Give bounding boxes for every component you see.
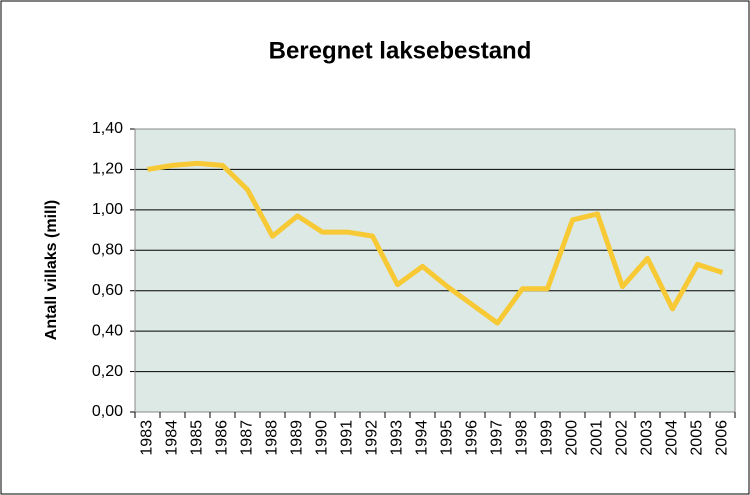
x-tick-label: 2001 (589, 420, 606, 456)
x-tick-label: 1993 (389, 420, 406, 456)
y-tick-label: 0,00 (92, 403, 123, 420)
x-tick-label: 1996 (464, 420, 481, 456)
x-tick-label: 1985 (189, 420, 206, 456)
y-tick-label: 1,00 (92, 201, 123, 218)
y-tick-label: 0,20 (92, 363, 123, 380)
x-tick-label: 1995 (439, 420, 456, 456)
y-axis-label: Antall villaks (mill) (43, 200, 60, 340)
x-tick-label: 2005 (689, 420, 706, 456)
x-tick-label: 1986 (214, 420, 231, 456)
x-tick-label: 2002 (614, 420, 631, 456)
x-tick-label: 1990 (314, 420, 331, 456)
x-tick-label: 1991 (339, 420, 356, 456)
plot-area (135, 129, 735, 412)
x-tick-label: 1999 (539, 420, 556, 456)
x-tick-label: 1984 (164, 420, 181, 456)
x-tick-label: 2004 (664, 420, 681, 456)
x-tick-label: 1987 (239, 420, 256, 456)
y-tick-label: 1,20 (92, 161, 123, 178)
x-tick-label: 1992 (364, 420, 381, 456)
x-tick-label: 2000 (564, 420, 581, 456)
x-tick-label: 1998 (514, 420, 531, 456)
x-tick-label: 2006 (714, 420, 731, 456)
x-tick-label: 1994 (414, 420, 431, 456)
data-line (147, 160, 724, 326)
y-tick-label: 0,80 (92, 242, 123, 259)
x-tick-label: 1997 (489, 420, 506, 456)
chart-title: Beregnet laksebestand (269, 37, 532, 64)
y-tick-label: 0,40 (92, 322, 123, 339)
x-tick-label: 2003 (639, 420, 656, 456)
y-tick-label: 1,40 (92, 120, 123, 137)
x-tick-label: 1989 (289, 420, 306, 456)
x-tick-label: 1983 (139, 420, 156, 456)
y-tick-label: 0,60 (92, 282, 123, 299)
x-tick-label: 1988 (264, 420, 281, 456)
